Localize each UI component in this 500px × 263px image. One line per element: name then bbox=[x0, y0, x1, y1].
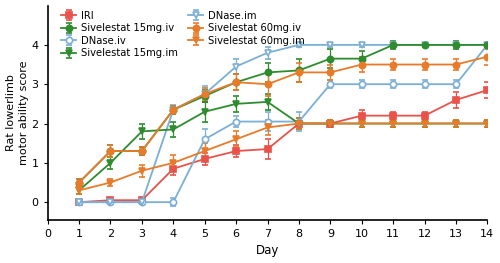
X-axis label: Day: Day bbox=[256, 244, 279, 257]
Legend: IRI, Sivelestat 15mg.iv, DNase.iv, Sivelestat 15mg.im, DNase.im, Sivelestat 60mg: IRI, Sivelestat 15mg.iv, DNase.iv, Sivel… bbox=[62, 11, 305, 58]
Y-axis label: Rat lowerlimb
motor ability score: Rat lowerlimb motor ability score bbox=[6, 60, 29, 165]
